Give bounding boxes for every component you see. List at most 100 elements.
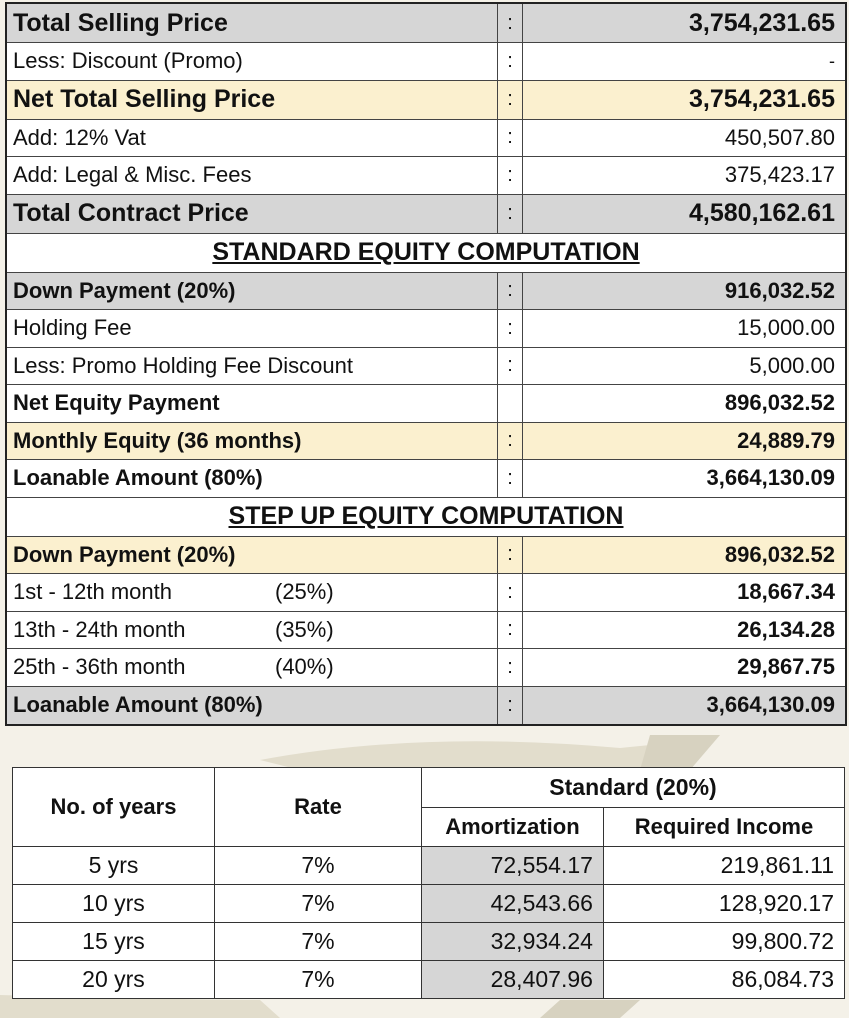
- vat-row: Add: 12% Vat : 450,507.80: [7, 119, 845, 157]
- row-value: -: [829, 50, 835, 71]
- row-separator: :: [498, 574, 523, 611]
- row-value: 18,667.34: [737, 579, 835, 605]
- row-label: Add: Legal & Misc. Fees: [7, 157, 498, 194]
- row-separator: :: [498, 310, 523, 347]
- years-cell: 10 yrs: [12, 884, 215, 923]
- required-income-cell: 99,800.72: [602, 922, 846, 961]
- row-separator: :: [498, 422, 523, 459]
- row-separator: :: [498, 536, 523, 573]
- required-income-column-header: Required Income: [602, 806, 846, 847]
- step-up-period-row: 25th - 36th month (40%) : 29,867.75: [7, 649, 845, 687]
- row-separator: :: [498, 43, 523, 80]
- step-up-down-payment-row: Down Payment (20%) : 896,032.52: [7, 536, 845, 574]
- table-row: 20 yrs 7% 28,407.96 86,084.73: [12, 960, 846, 999]
- amortization-cell: 28,407.96: [421, 960, 604, 999]
- period-label: 13th - 24th month: [13, 616, 186, 642]
- total-contract-price-row: Total Contract Price : 4,580,162.61: [7, 194, 845, 234]
- legal-misc-fees-row: Add: Legal & Misc. Fees : 375,423.17: [7, 157, 845, 195]
- row-label: Monthly Equity (36 months): [7, 422, 498, 459]
- row-label: Less: Discount (Promo): [7, 43, 498, 80]
- rate-cell: 7%: [214, 922, 422, 961]
- row-value: 5,000.00: [749, 352, 835, 378]
- required-income-cell: 219,861.11: [602, 846, 846, 885]
- row-label: Loanable Amount (80%): [7, 686, 498, 724]
- row-value: 4,580,162.61: [689, 199, 835, 227]
- row-value: 375,423.17: [724, 162, 835, 188]
- row-label: Holding Fee: [7, 310, 498, 347]
- rate-cell: 7%: [214, 884, 422, 923]
- row-label: 25th - 36th month (40%): [7, 649, 498, 686]
- table-row: 10 yrs 7% 42,543.66 128,920.17: [12, 884, 846, 923]
- row-label: Net Equity Payment: [7, 385, 498, 422]
- amortization-subheader-row: Amortization Required Income: [13, 806, 846, 847]
- row-label: Total Contract Price: [7, 194, 498, 233]
- amortization-cell: 32,934.24: [421, 922, 604, 961]
- period-label: 1st - 12th month: [13, 579, 172, 605]
- row-value: 3,664,130.09: [706, 692, 835, 718]
- monthly-equity-row: Monthly Equity (36 months) : 24,889.79: [7, 422, 845, 460]
- row-separator: :: [498, 611, 523, 648]
- step-up-equity-heading: STEP UP EQUITY COMPUTATION: [7, 497, 845, 537]
- row-separator: :: [498, 80, 523, 119]
- row-separator: :: [498, 649, 523, 686]
- row-label: 13th - 24th month (35%): [7, 611, 498, 648]
- row-value: 916,032.52: [724, 277, 835, 303]
- row-value: 3,754,231.65: [689, 8, 835, 37]
- required-income-cell: 128,920.17: [602, 884, 846, 923]
- years-column-header: No. of years: [12, 767, 215, 847]
- row-separator: :: [498, 157, 523, 194]
- amortization-cell: 42,543.66: [421, 884, 604, 923]
- table-row: 5 yrs 7% 72,554.17 219,861.11: [12, 846, 846, 885]
- rate-cell: 7%: [214, 960, 422, 999]
- period-label: 25th - 36th month: [13, 654, 186, 680]
- years-cell: 20 yrs: [12, 960, 215, 999]
- rate-column-header: Rate: [214, 767, 422, 847]
- amortization-column-header: Amortization: [421, 806, 604, 847]
- row-label: Down Payment (20%): [7, 272, 498, 309]
- row-label: Less: Promo Holding Fee Discount: [7, 347, 498, 384]
- row-separator: :: [498, 194, 523, 233]
- row-value: 896,032.52: [724, 541, 835, 567]
- row-value: 450,507.80: [724, 124, 835, 150]
- row-label: Total Selling Price: [7, 4, 498, 42]
- net-total-selling-price-row: Net Total Selling Price : 3,754,231.65: [7, 80, 845, 120]
- row-value: 26,134.28: [737, 616, 835, 642]
- amortization-cell: 72,554.17: [421, 846, 604, 885]
- row-label: Net Total Selling Price: [7, 80, 498, 119]
- holding-fee-row: Holding Fee : 15,000.00: [7, 310, 845, 348]
- computation-sheet: Total Selling Price : 3,754,231.65 Less:…: [5, 2, 847, 726]
- row-separator: :: [498, 119, 523, 156]
- standard-down-payment-row: Down Payment (20%) : 916,032.52: [7, 272, 845, 310]
- discount-row: Less: Discount (Promo) : -: [7, 43, 845, 81]
- standard-loanable-amount-row: Loanable Amount (80%) : 3,664,130.09: [7, 460, 845, 498]
- row-value: 15,000.00: [737, 315, 835, 341]
- row-value: 896,032.52: [724, 390, 835, 416]
- row-separator: :: [498, 4, 523, 42]
- row-separator: :: [498, 460, 523, 497]
- row-separator: :: [498, 686, 523, 724]
- row-label: Loanable Amount (80%): [7, 460, 498, 497]
- standard-group-header: Standard (20%): [421, 767, 845, 808]
- promo-holding-fee-discount-row: Less: Promo Holding Fee Discount : 5,000…: [7, 347, 845, 385]
- net-equity-payment-row: Net Equity Payment 896,032.52: [7, 385, 845, 423]
- years-cell: 15 yrs: [12, 922, 215, 961]
- row-value: 3,754,231.65: [689, 85, 835, 113]
- step-up-loanable-amount-row: Loanable Amount (80%) : 3,664,130.09: [7, 686, 845, 724]
- row-value: 24,889.79: [737, 427, 835, 453]
- period-percent: (35%): [275, 616, 334, 642]
- step-up-period-row: 13th - 24th month (35%) : 26,134.28: [7, 611, 845, 649]
- row-value: 29,867.75: [737, 654, 835, 680]
- row-label: 1st - 12th month (25%): [7, 574, 498, 611]
- step-up-period-row: 1st - 12th month (25%) : 18,667.34: [7, 574, 845, 612]
- amortization-header-row: No. of years Rate Standard (20%): [12, 767, 845, 847]
- row-label: Down Payment (20%): [7, 536, 498, 573]
- period-percent: (40%): [275, 654, 334, 680]
- total-selling-price-row: Total Selling Price : 3,754,231.65: [7, 4, 845, 43]
- rate-cell: 7%: [214, 846, 422, 885]
- required-income-cell: 86,084.73: [602, 960, 846, 999]
- row-value: 3,664,130.09: [706, 465, 835, 491]
- row-separator: [498, 385, 523, 422]
- row-label: Add: 12% Vat: [7, 119, 498, 156]
- row-separator: :: [498, 347, 523, 384]
